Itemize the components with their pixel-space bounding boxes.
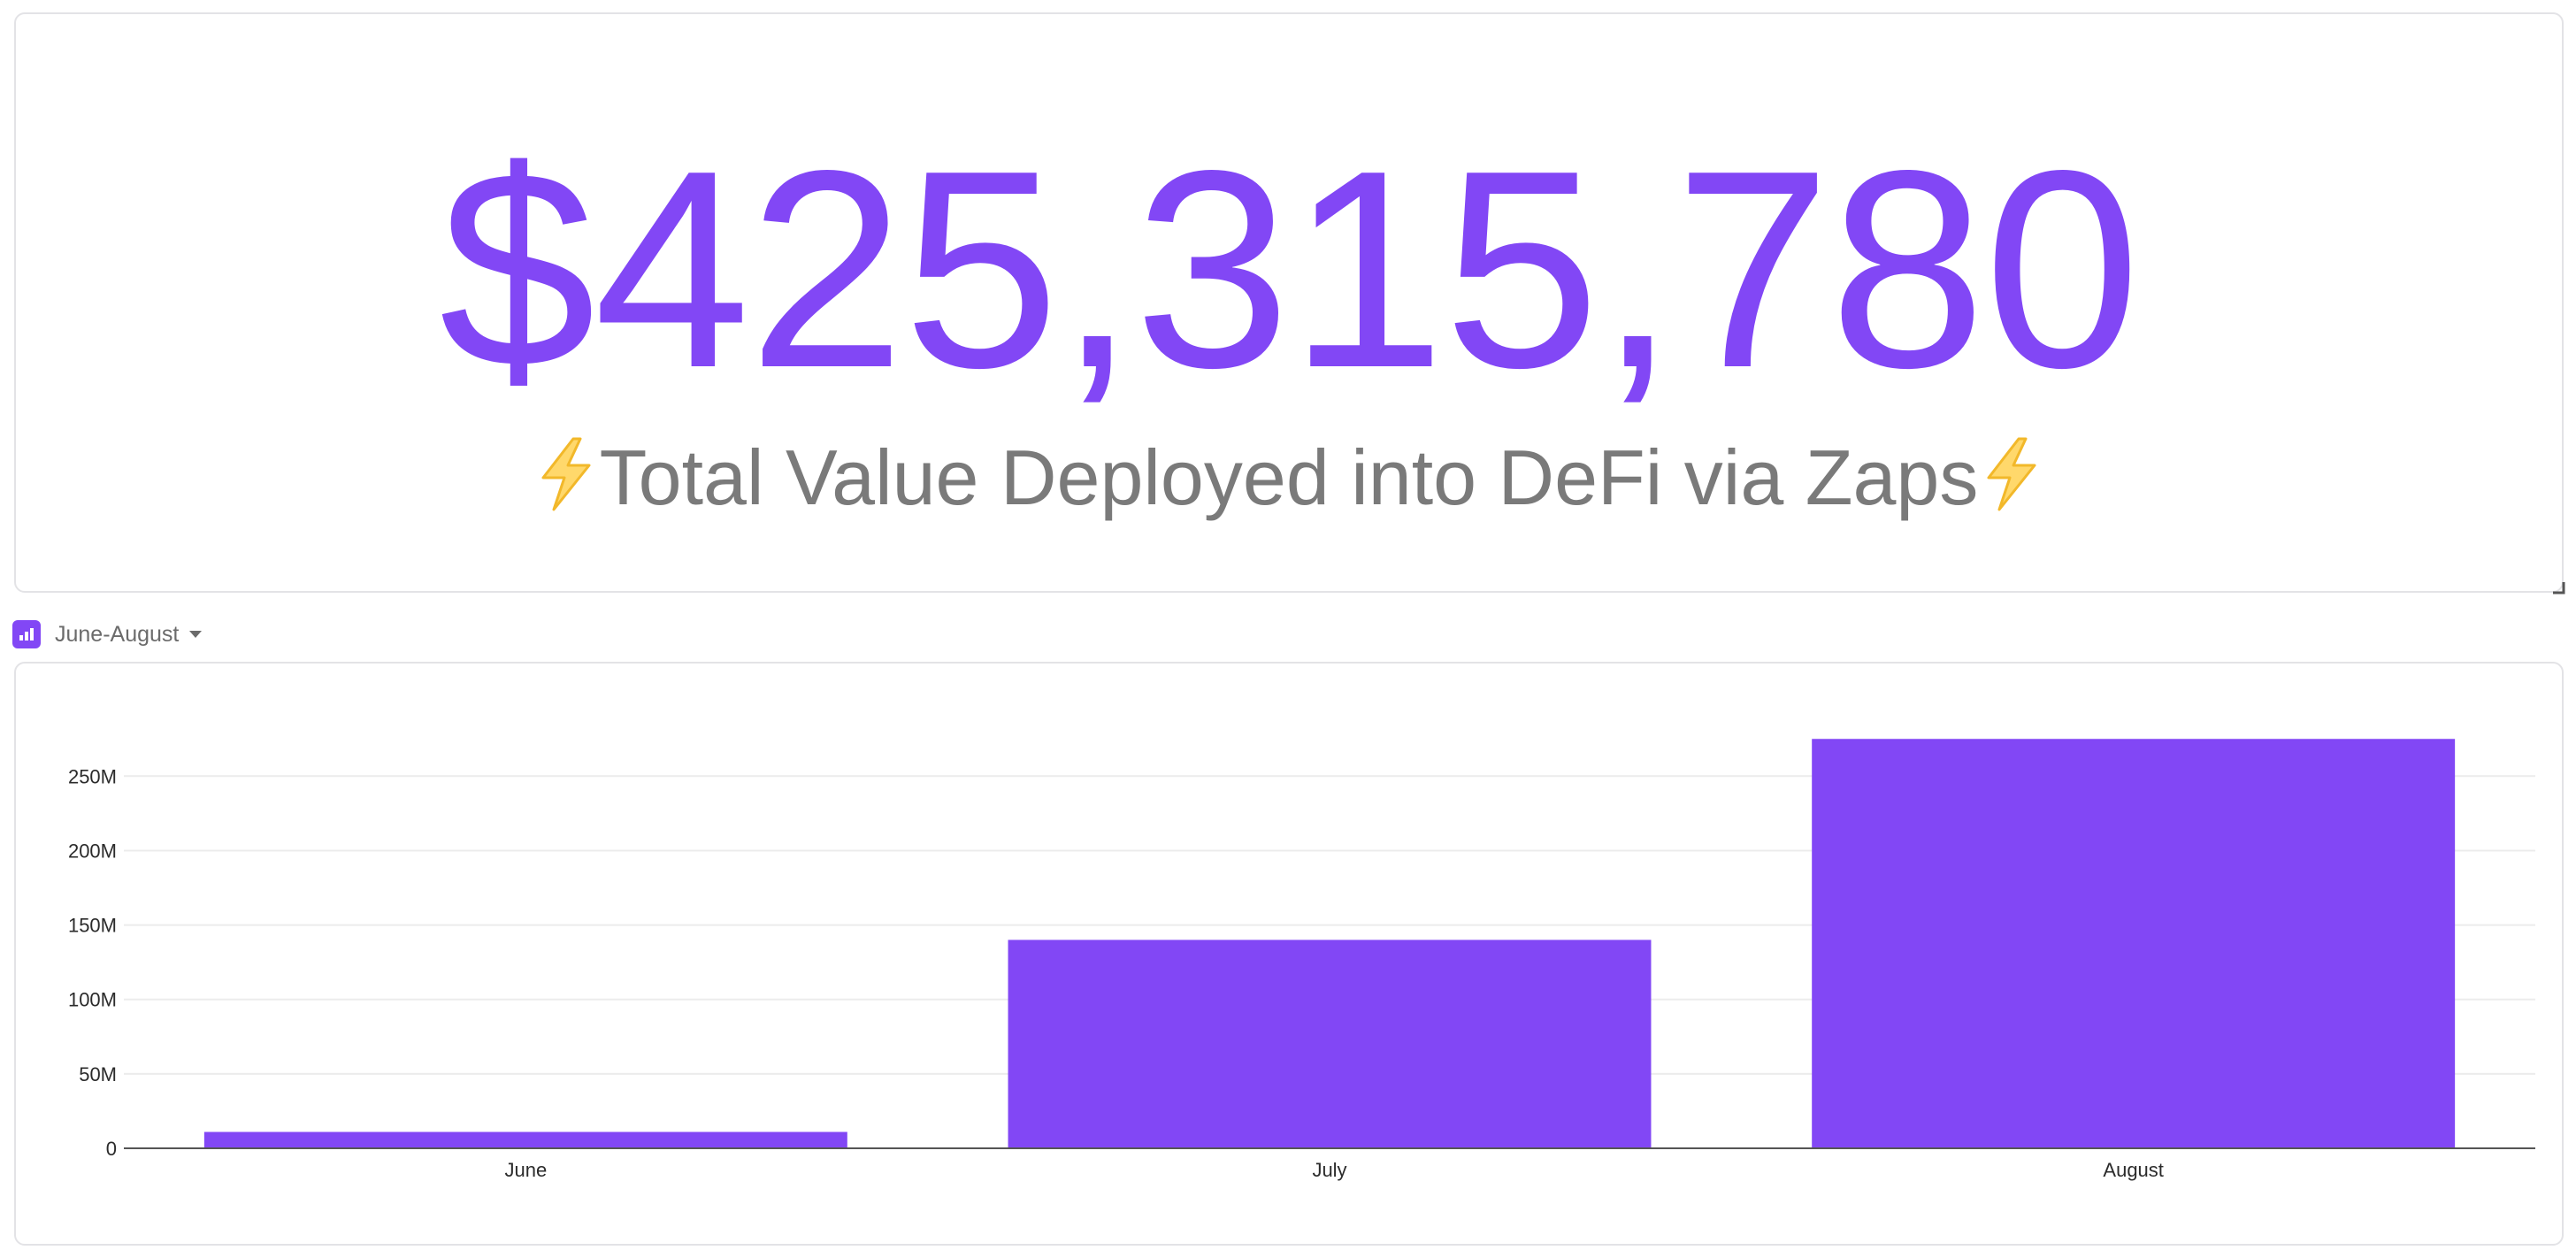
metric-label-row: Total Value Deployed into DeFi via Zaps [16, 437, 2562, 517]
lightning-bolt-icon [1987, 437, 2036, 511]
y-tick-label: 150M [68, 915, 117, 937]
lightning-bolt-icon [541, 437, 591, 511]
metric-value: $425,315,780 [439, 112, 2140, 426]
bar-chart: 0 50M 100M 150M 200M 250M June July August [68, 739, 2535, 1181]
x-tick-label: June [504, 1159, 547, 1181]
x-tick-label: August [2103, 1159, 2164, 1181]
bar-june [203, 1131, 847, 1148]
metric-card: $425,315,780 Total Value Deployed into D… [14, 12, 2565, 594]
y-tick-label: 200M [68, 840, 117, 862]
resize-handle-icon[interactable] [2549, 579, 2565, 594]
bar-august [1812, 739, 2456, 1148]
y-tick-label: 250M [68, 765, 117, 787]
metric-label: Total Value Deployed into DeFi via Zaps [599, 433, 1979, 521]
y-tick-label: 100M [68, 989, 117, 1011]
x-tick-label: July [1312, 1159, 1346, 1181]
bar-chart-icon[interactable] [12, 620, 41, 648]
bar-july [1008, 940, 1652, 1148]
chart-card: 0 50M 100M 150M 200M 250M June July August [14, 662, 2564, 1246]
y-tick-label: 0 [106, 1138, 117, 1160]
chevron-down-icon[interactable] [189, 631, 203, 638]
date-range-dropdown[interactable]: June-August [55, 621, 180, 647]
chart-header: June-August [12, 619, 203, 649]
y-tick-label: 50M [79, 1063, 117, 1085]
